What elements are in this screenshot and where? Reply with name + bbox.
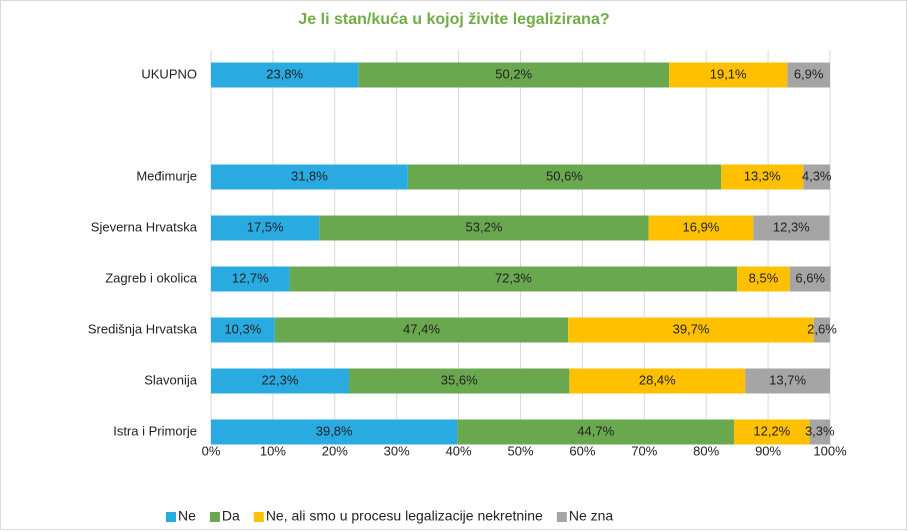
y-tick-label: Međimurje (136, 168, 197, 183)
data-label: 53,2% (466, 219, 503, 234)
data-label: 72,3% (495, 270, 532, 285)
bar-segment (407, 164, 722, 190)
data-label: 17,5% (247, 219, 284, 234)
bar-segment (813, 317, 830, 343)
bar-segment (457, 419, 735, 445)
y-tick-label: Zagreb i okolica (105, 270, 198, 285)
data-label: 28,4% (639, 372, 676, 387)
x-tick-label: 30% (384, 443, 410, 458)
bar-segment (809, 419, 830, 445)
data-label: 6,6% (795, 270, 825, 285)
bar-segment (211, 419, 458, 445)
data-label: 12,3% (773, 219, 810, 234)
data-label: 19,1% (710, 66, 747, 81)
data-label: 31,8% (291, 168, 328, 183)
data-label: 13,3% (744, 168, 781, 183)
x-tick-label: 100% (813, 443, 847, 458)
data-label: 12,2% (753, 423, 790, 438)
y-tick-label: UKUPNO (141, 66, 197, 81)
bar-segment (669, 62, 788, 88)
legend-swatch (209, 512, 220, 522)
x-tick-label: 10% (260, 443, 286, 458)
x-tick-label: 0% (202, 443, 221, 458)
data-label: 13,7% (769, 372, 806, 387)
bar-segment (211, 266, 290, 292)
bar-segment (211, 215, 320, 241)
data-label: 50,6% (546, 168, 583, 183)
legend-swatch (166, 512, 176, 522)
x-tick-label: 60% (569, 443, 595, 458)
x-tick-label: 20% (322, 443, 348, 458)
data-label: 39,7% (673, 321, 710, 336)
bar-segment (274, 317, 569, 343)
data-label: 50,2% (495, 66, 532, 81)
data-label: 4,3% (802, 168, 832, 183)
bar-segment (803, 164, 830, 190)
data-label: 2,6% (807, 321, 837, 336)
bar-segment (734, 419, 810, 445)
data-label: 23,8% (266, 66, 303, 81)
x-tick-label: 50% (507, 443, 533, 458)
bar-segment (753, 215, 830, 241)
data-label: 10,3% (224, 321, 261, 336)
bar-segment (358, 62, 670, 88)
x-tick-label: 80% (693, 443, 719, 458)
y-tick-label: Središnja Hrvatska (88, 321, 198, 336)
legend-swatch (253, 512, 264, 522)
bar-segment (211, 62, 359, 88)
x-tick-label: 70% (631, 443, 657, 458)
chart-title: Je li stan/kuća u kojoj živite legalizir… (298, 11, 609, 28)
y-tick-label: Sjeverna Hrvatska (91, 219, 198, 234)
data-label: 6,9% (794, 66, 824, 81)
data-label: 35,6% (441, 372, 478, 387)
data-label: 47,4% (403, 321, 440, 336)
bar-segment (319, 215, 649, 241)
bar-segment (289, 266, 738, 292)
legend-label: Ne zna (569, 508, 614, 524)
bar-segment (211, 368, 350, 394)
legend-label: Ne, ali smo u procesu legalizacije nekre… (266, 508, 543, 524)
data-label: 44,7% (577, 423, 614, 438)
y-tick-label: Istra i Primorje (113, 423, 197, 438)
y-tick-label: Slavonija (144, 372, 198, 387)
data-label: 3,3% (805, 423, 835, 438)
data-label: 16,9% (683, 219, 720, 234)
data-label: 39,8% (316, 423, 353, 438)
data-label: 8,5% (749, 270, 779, 285)
legend-label: Da (222, 508, 240, 524)
data-label: 22,3% (262, 372, 299, 387)
legend-label: Ne (178, 508, 196, 524)
bar-segment (211, 317, 275, 343)
bar-segment (569, 368, 746, 394)
bar-segment (349, 368, 570, 394)
bar-segment (648, 215, 754, 241)
bar-segment (787, 62, 830, 88)
data-label: 12,7% (232, 270, 269, 285)
bar-segment (737, 266, 790, 292)
bar-segment (211, 164, 408, 190)
bar-segment (745, 368, 830, 394)
bar-segment (568, 317, 814, 343)
bar-segment (789, 266, 831, 292)
x-tick-label: 90% (755, 443, 781, 458)
legend-swatch (556, 512, 567, 522)
x-tick-label: 40% (446, 443, 472, 458)
bar-segment (721, 164, 804, 190)
